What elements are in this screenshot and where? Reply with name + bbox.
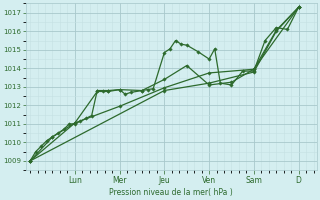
X-axis label: Pression niveau de la mer( hPa ): Pression niveau de la mer( hPa ) xyxy=(109,188,233,197)
